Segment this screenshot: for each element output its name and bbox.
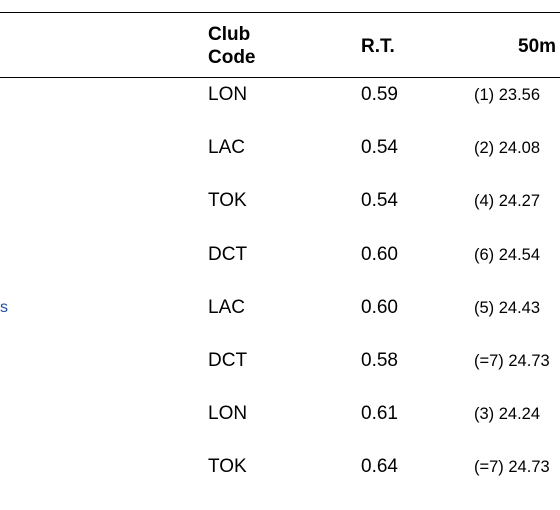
reaction-time-cell: 0.60 <box>361 244 398 265</box>
table-top-rule <box>0 12 560 13</box>
split-50m-cell: (=7) 24.73 <box>474 352 550 370</box>
reaction-time-cell: 0.64 <box>361 456 398 477</box>
club-code-cell: DCT <box>208 350 248 371</box>
table-row: LON 0.61 (3) 24.24 <box>0 399 560 429</box>
split-50m-cell: (1) 23.56 <box>474 86 541 104</box>
club-code-cell: LON <box>208 84 248 105</box>
split-50m-cell: (2) 24.08 <box>474 139 541 157</box>
table-row: s LAC 0.60 (5) 24.43 <box>0 293 560 323</box>
split-50m-cell: (5) 24.43 <box>474 299 541 317</box>
club-code-cell: DCT <box>208 244 248 265</box>
header-reaction-time: R.T. <box>361 36 395 57</box>
header-bottom-rule <box>0 77 560 78</box>
split-50m-cell: (4) 24.27 <box>474 192 541 210</box>
table-row: LAC 0.54 (2) 24.08 <box>0 133 560 163</box>
header-50m-split: 50m <box>518 36 557 57</box>
split-50m-cell: (=7) 24.73 <box>474 458 550 476</box>
reaction-time-cell: 0.58 <box>361 350 398 371</box>
club-code-cell: LAC <box>208 297 245 318</box>
truncated-name-fragment: s <box>0 299 8 316</box>
club-code-cell: LAC <box>208 137 245 158</box>
reaction-time-cell: 0.54 <box>361 137 398 158</box>
reaction-time-cell: 0.54 <box>361 190 398 211</box>
header-club-line2: Code <box>208 47 256 68</box>
reaction-time-cell: 0.61 <box>361 403 398 424</box>
reaction-time-cell: 0.59 <box>361 84 398 105</box>
table-row: TOK 0.64 (=7) 24.73 <box>0 452 560 482</box>
table-row: LON 0.59 (1) 23.56 <box>0 80 560 110</box>
table-row: DCT 0.58 (=7) 24.73 <box>0 346 560 376</box>
table-row: DCT 0.60 (6) 24.54 <box>0 240 560 270</box>
table-row: TOK 0.54 (4) 24.27 <box>0 186 560 216</box>
club-code-cell: TOK <box>208 190 247 211</box>
split-50m-cell: (3) 24.24 <box>474 405 541 423</box>
club-code-cell: LON <box>208 403 248 424</box>
header-club-code: Club Code <box>208 23 256 69</box>
club-code-cell: TOK <box>208 456 247 477</box>
split-50m-cell: (6) 24.54 <box>474 246 541 264</box>
header-club-line1: Club <box>208 24 251 45</box>
reaction-time-cell: 0.60 <box>361 297 398 318</box>
